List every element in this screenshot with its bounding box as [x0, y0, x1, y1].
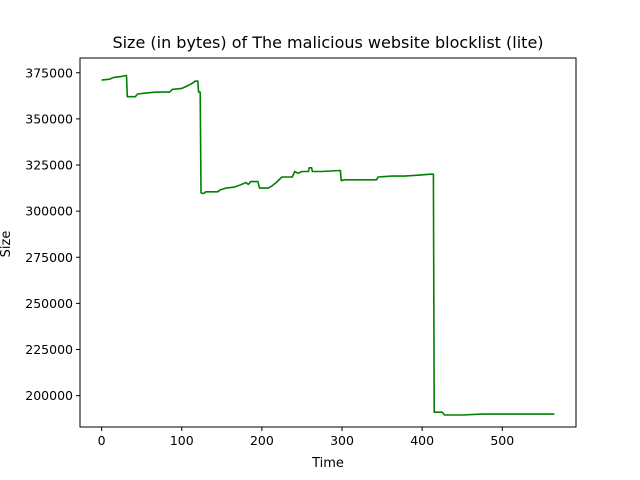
axes-frame [79, 57, 577, 428]
chart-title: Size (in bytes) of The malicious website… [112, 33, 543, 52]
x-tick-label: 200 [250, 433, 274, 448]
series-line-0 [101, 74, 555, 416]
x-tick-label: 100 [170, 433, 194, 448]
y-tick-label: 325000 [25, 158, 73, 173]
plot-area: 0 100 200 300 400 500 200000 225000 250000 275000… [25, 57, 577, 448]
y-tick-label: 375000 [25, 65, 73, 80]
y-tick-label: 350000 [25, 111, 73, 126]
x-tick-label: 0 [98, 433, 106, 448]
x-axis-label: Time [311, 456, 344, 471]
y-tick-label: 200000 [25, 388, 73, 403]
y-axis-label: Size [0, 231, 14, 258]
y-tick-label: 250000 [25, 296, 73, 311]
x-tick-label: 500 [490, 433, 514, 448]
y-tick-label: 300000 [25, 204, 73, 219]
y-tick-label: 225000 [25, 342, 73, 357]
x-tick-label: 400 [410, 433, 434, 448]
y-tick-label: 275000 [25, 250, 73, 265]
x-tick-label: 300 [330, 433, 354, 448]
